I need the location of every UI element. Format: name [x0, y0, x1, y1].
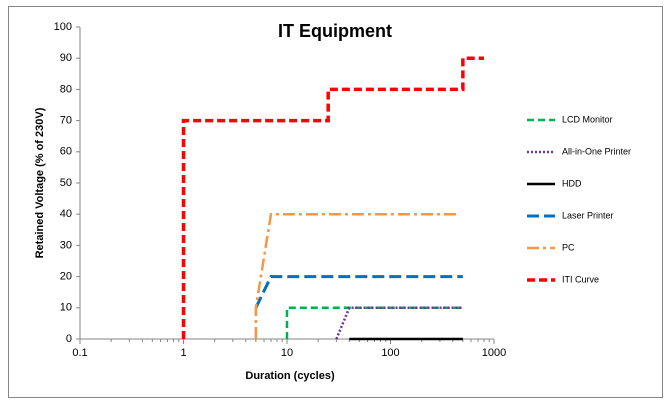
legend-label: HDD — [562, 178, 582, 188]
x-tick-label: 0.1 — [72, 347, 87, 359]
series-line — [181, 56, 484, 339]
y-tick-label: 100 — [54, 21, 72, 33]
y-tick-label: 80 — [60, 83, 72, 95]
y-tick-label: 10 — [60, 302, 72, 314]
legend-label: All-in-One Printer — [562, 146, 631, 156]
series-line — [335, 306, 463, 340]
y-tick-label: 0 — [66, 333, 72, 345]
legend-label: ITI Curve — [562, 274, 599, 284]
y-axis-label: Retained Voltage (% of 230V) — [34, 107, 46, 258]
y-tick-label: 30 — [60, 239, 72, 251]
x-tick-label: 1000 — [482, 347, 506, 359]
y-tick-label: 20 — [60, 271, 72, 283]
chart-border — [8, 6, 663, 398]
x-tick-label: 10 — [281, 347, 293, 359]
y-tick-label: 70 — [60, 115, 72, 127]
legend-label: LCD Monitor — [562, 114, 613, 124]
y-tick-label: 40 — [60, 208, 72, 220]
series-line — [254, 275, 463, 309]
y-tick-label: 90 — [60, 52, 72, 64]
x-tick-label: 1 — [180, 347, 186, 359]
x-tick-label: 100 — [381, 347, 399, 359]
series-line — [254, 212, 459, 339]
y-tick-label: 60 — [60, 146, 72, 158]
y-tick-label: 50 — [60, 177, 72, 189]
legend-label: PC — [562, 242, 575, 252]
x-axis-label: Duration (cycles) — [245, 370, 335, 382]
chart-title: IT Equipment — [278, 21, 392, 41]
legend-label: Laser Printer — [562, 210, 614, 220]
